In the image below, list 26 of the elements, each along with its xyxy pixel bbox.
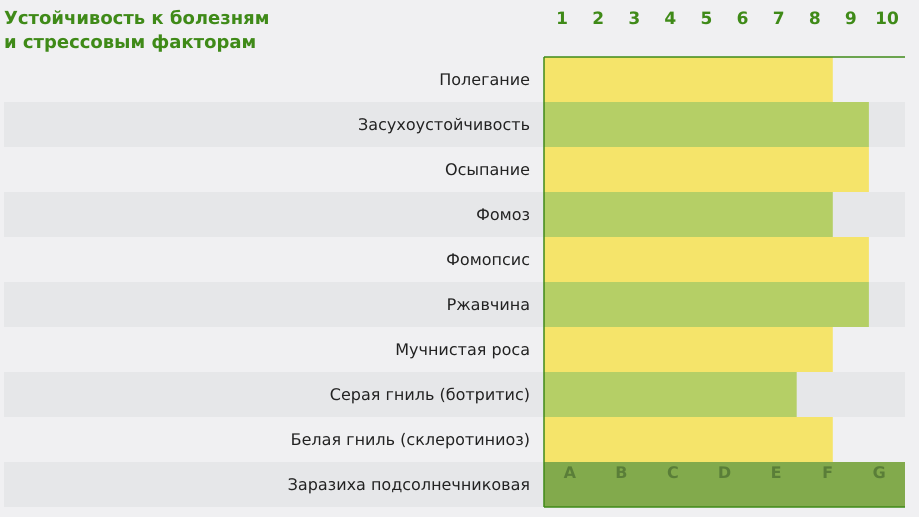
x-tick-label: 5: [700, 9, 712, 29]
x-tick-label: 7: [772, 9, 785, 29]
bar: [544, 327, 833, 372]
y-tick-label: Осыпание: [445, 160, 530, 179]
x-tick-label: 3: [628, 9, 640, 29]
bar: [544, 57, 833, 102]
y-tick-label: Белая гниль (склеротиниоз): [290, 430, 530, 449]
y-tick-label: Фомопсис: [446, 250, 530, 269]
bar: [544, 372, 797, 417]
y-tick-label: Ржавчина: [446, 295, 530, 314]
bar: [544, 192, 833, 237]
y-tick-label: Засухоустойчивость: [358, 115, 530, 134]
y-tick-label: Заразиха подсолнечниковая: [288, 475, 530, 494]
x-tick-label: 10: [875, 9, 899, 29]
x-tick-label: 2: [592, 9, 604, 29]
y-tick-label: Полегание: [439, 70, 530, 89]
y-tick-label: Фомоз: [476, 205, 530, 224]
bar: [544, 417, 833, 462]
text: Устойчивость к болезням и стрессовым факторам: [4, 8, 270, 53]
x-tick-label: 1: [556, 9, 568, 29]
x-tick-label: 4: [664, 9, 676, 29]
x-tick-label: 8: [808, 9, 821, 29]
x-tick-label: 9: [844, 9, 857, 29]
y-tick-label: Мучнистая роса: [395, 340, 530, 359]
y-tick-label: Серая гниль (ботритис): [330, 385, 530, 404]
x-tick-label: 6: [736, 9, 748, 29]
